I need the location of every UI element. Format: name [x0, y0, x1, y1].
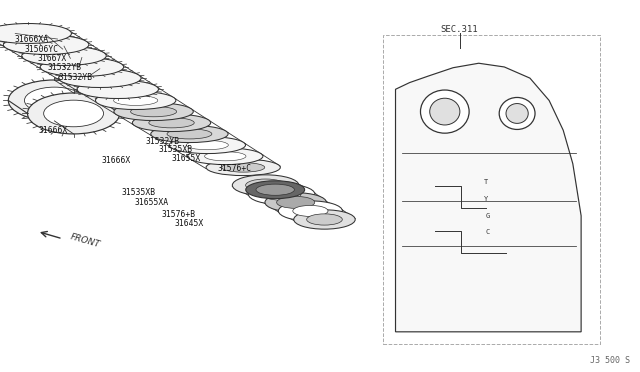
Ellipse shape [232, 175, 299, 196]
Text: G: G [486, 213, 490, 219]
Ellipse shape [276, 196, 315, 208]
Ellipse shape [205, 152, 246, 161]
Text: 31576+C: 31576+C [218, 164, 252, 173]
Ellipse shape [248, 184, 315, 205]
Polygon shape [396, 63, 581, 332]
Ellipse shape [294, 210, 355, 229]
Ellipse shape [8, 80, 100, 121]
Text: 31666X: 31666X [101, 156, 131, 165]
Ellipse shape [499, 97, 535, 129]
Text: C: C [486, 230, 490, 235]
Ellipse shape [278, 201, 342, 221]
Text: 31667X: 31667X [37, 54, 67, 63]
Ellipse shape [95, 92, 176, 109]
Ellipse shape [307, 214, 342, 225]
Text: 31532YB: 31532YB [48, 63, 82, 72]
Ellipse shape [188, 148, 263, 164]
Text: 31532YB: 31532YB [146, 137, 180, 146]
Ellipse shape [221, 163, 265, 172]
Ellipse shape [420, 90, 469, 133]
Text: 31666XA: 31666XA [14, 35, 48, 44]
Text: FRONT: FRONT [69, 232, 101, 249]
Text: 31532YB: 31532YB [59, 73, 93, 81]
Ellipse shape [132, 114, 211, 132]
Bar [383, 35, 600, 344]
Ellipse shape [151, 125, 228, 142]
Text: 31535XB: 31535XB [159, 145, 193, 154]
Ellipse shape [169, 137, 246, 154]
Text: SEC.311: SEC.311 [441, 25, 478, 34]
Ellipse shape [44, 100, 104, 127]
Ellipse shape [131, 106, 177, 117]
Text: 31576+B: 31576+B [161, 210, 195, 219]
Text: Y: Y [484, 196, 488, 202]
Text: 31655XA: 31655XA [134, 198, 168, 207]
Ellipse shape [292, 205, 328, 217]
Text: T: T [484, 179, 488, 185]
Ellipse shape [0, 23, 72, 44]
Ellipse shape [113, 96, 158, 105]
Ellipse shape [22, 46, 106, 65]
Ellipse shape [167, 129, 212, 139]
Ellipse shape [3, 35, 89, 54]
Ellipse shape [40, 57, 124, 77]
Ellipse shape [246, 181, 305, 199]
Ellipse shape [506, 103, 528, 124]
Ellipse shape [429, 98, 460, 125]
Text: 31666X: 31666X [38, 126, 68, 135]
Ellipse shape [24, 87, 84, 114]
Ellipse shape [149, 118, 194, 128]
Ellipse shape [186, 140, 228, 150]
Ellipse shape [246, 179, 285, 192]
Text: 31645X: 31645X [174, 219, 204, 228]
Ellipse shape [206, 159, 280, 176]
Text: 31535XB: 31535XB [122, 188, 156, 197]
Text: 31655X: 31655X [172, 154, 201, 163]
Ellipse shape [256, 184, 294, 195]
Ellipse shape [114, 103, 193, 121]
Ellipse shape [262, 188, 301, 200]
Text: 31506YC: 31506YC [24, 45, 58, 54]
Ellipse shape [59, 69, 141, 87]
Text: J3 500 S: J3 500 S [590, 356, 630, 365]
Ellipse shape [77, 80, 159, 99]
Ellipse shape [28, 93, 120, 134]
Ellipse shape [265, 193, 326, 212]
